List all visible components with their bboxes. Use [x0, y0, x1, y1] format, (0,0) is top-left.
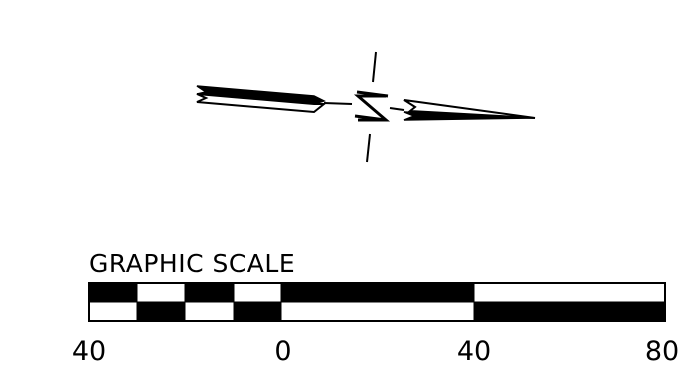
graphic-scale-title: GRAPHIC SCALE	[89, 249, 295, 278]
scale-segment-top-6	[473, 282, 666, 303]
meridian-line-top	[372, 51, 377, 83]
meridian-line-bottom	[366, 133, 371, 163]
scale-segment-bottom-5	[280, 301, 475, 322]
north-letter	[353, 94, 391, 122]
scale-tick-label-3: 80	[645, 336, 679, 367]
scale-segment-bottom-2	[137, 302, 185, 321]
scale-bar	[88, 282, 666, 322]
scale-tick-label-2: 40	[457, 336, 491, 367]
scale-segment-bottom-1	[88, 301, 138, 322]
scale-segment-top-5	[281, 283, 474, 302]
scale-segment-bottom-6	[474, 302, 665, 321]
scale-segment-top-1	[89, 283, 137, 302]
scale-segment-top-3	[185, 283, 234, 302]
scale-tick-label-1: 0	[274, 336, 291, 367]
scale-segment-bottom-3	[184, 301, 235, 322]
scale-segment-top-2	[136, 282, 186, 303]
scale-segment-top-4	[233, 282, 282, 303]
arrow-head-right	[389, 99, 536, 121]
arrow-tail-left	[196, 85, 353, 114]
n-serif-top	[356, 90, 389, 98]
scale-tick-label-0: 40	[72, 336, 106, 367]
north-arrow-icon	[196, 51, 536, 163]
scale-segment-bottom-4	[234, 302, 281, 321]
n-serif-bottom	[354, 114, 387, 122]
